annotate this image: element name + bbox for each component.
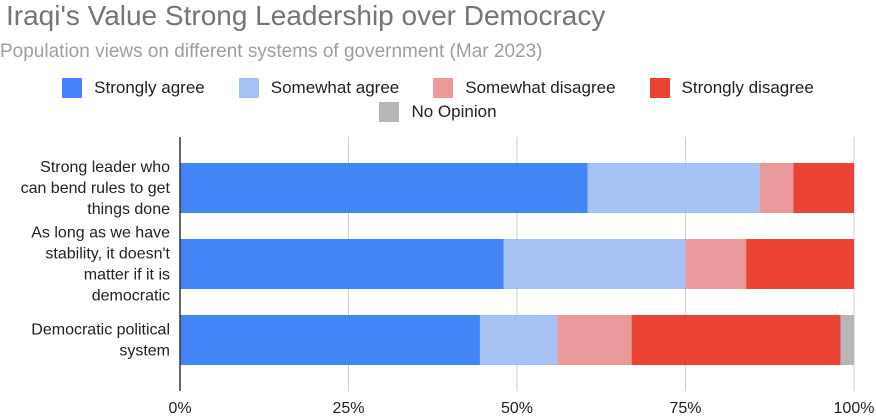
bar-segment-strongly-agree[interactable] [180, 315, 480, 365]
category-label: Strong leader who can bend rules to get th… [21, 159, 171, 218]
chart-subtitle: Population views on different systems of… [0, 41, 543, 62]
legend-item-strongly-disagree[interactable]: Strongly disagree [649, 78, 814, 98]
bar-segment-somewhat-agree[interactable] [587, 163, 760, 213]
bar-segment-strongly-disagree[interactable] [746, 239, 854, 289]
legend-item-no-opinion[interactable]: No Opinion [379, 102, 497, 122]
x-tick-label: 25% [332, 400, 364, 417]
legend-swatch [649, 78, 670, 98]
category-labels: Strong leader who can bend rules to get th… [21, 159, 171, 360]
x-tick-label: 50% [501, 400, 533, 417]
bar-segment-no-opinion[interactable] [840, 315, 854, 365]
x-tick-labels: 0% 25% 50% 75% 100% [168, 400, 874, 417]
legend-item-somewhat-disagree[interactable]: Somewhat disagree [433, 78, 616, 98]
x-tick-label: 0% [168, 400, 191, 417]
legend-second-row: No Opinion [0, 102, 876, 122]
legend-swatch [62, 78, 83, 98]
bar-segment-strongly-disagree[interactable] [631, 315, 841, 365]
legend-label: Somewhat disagree [465, 78, 616, 97]
legend-label: Somewhat agree [270, 78, 400, 97]
category-label: As long as we have stability, it doesn't m… [31, 225, 170, 305]
bar-segment-somewhat-disagree[interactable] [557, 315, 632, 365]
chart-title: Iraqi's Value Strong Leadership over Dem… [6, 0, 606, 31]
x-tick-label: 75% [669, 400, 701, 417]
bar-segment-somewhat-disagree[interactable] [685, 239, 747, 289]
bar-segment-strongly-disagree[interactable] [793, 163, 854, 213]
legend-item-strongly-agree[interactable]: Strongly agree [62, 78, 205, 98]
bar-segment-strongly-agree[interactable] [180, 163, 588, 213]
bar-segment-strongly-agree[interactable] [180, 239, 504, 289]
bar-segment-somewhat-disagree[interactable] [759, 163, 794, 213]
legend-label: Strongly disagree [681, 78, 814, 97]
legend: Strongly agree Somewhat agree Somewhat d… [0, 78, 876, 98]
legend-item-somewhat-agree[interactable]: Somewhat agree [238, 78, 400, 98]
legend-label: No Opinion [411, 102, 497, 121]
legend-swatch [379, 102, 400, 122]
legend-label: Strongly agree [94, 78, 205, 97]
bars [180, 163, 854, 365]
bar-segment-somewhat-agree[interactable] [479, 315, 558, 365]
legend-swatch [238, 78, 259, 98]
bar-segment-somewhat-agree[interactable] [503, 239, 686, 289]
legend-swatch [433, 78, 454, 98]
x-tick-label: 100% [834, 400, 875, 417]
category-label: Democratic political system [31, 322, 170, 360]
